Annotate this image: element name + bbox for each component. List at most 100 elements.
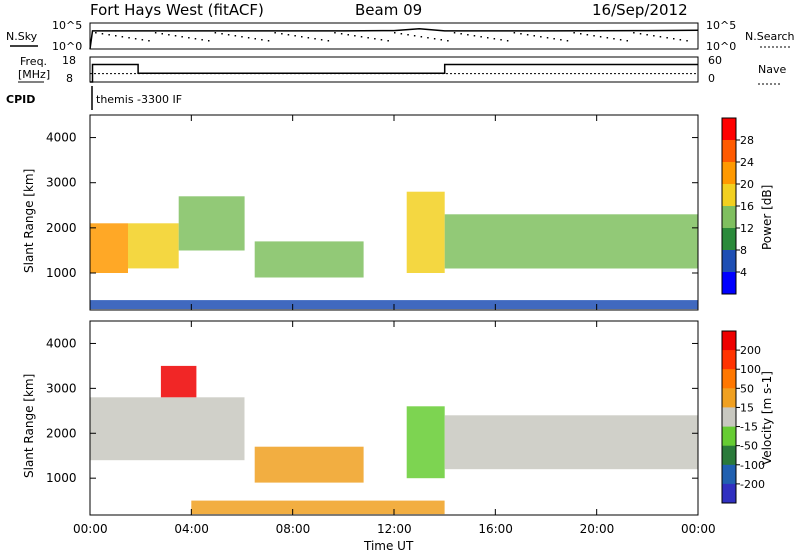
- velocity-colorbar-swatch: [722, 445, 736, 466]
- nsearch-point: [467, 34, 469, 36]
- nsearch-point: [128, 37, 130, 39]
- nsearch-point: [347, 34, 349, 36]
- nsearch-series: [95, 32, 688, 42]
- beam-title: Beam 09: [355, 1, 422, 19]
- nsearch-point: [115, 35, 117, 37]
- nsearch-point: [540, 36, 542, 38]
- nsearch-point: [686, 40, 688, 42]
- freq-tick-bottom: 8: [66, 72, 73, 85]
- nsearch-point: [208, 40, 210, 42]
- nsearch-point: [294, 35, 296, 37]
- power-ylabel: Slant Range [km]: [22, 169, 36, 273]
- xtick-label: 16:00: [478, 522, 513, 536]
- velocity-colorbar-label: Velocity [m s-1]: [760, 371, 774, 465]
- xtick-label: 00:00: [681, 522, 716, 536]
- nsearch-point: [613, 38, 615, 40]
- xtick-label: 04:00: [174, 522, 209, 536]
- nsearch-point: [227, 34, 230, 36]
- nsearch-point: [161, 33, 163, 35]
- nsky-label: N.Sky: [6, 30, 38, 43]
- power-colorbar-tick: 4: [740, 266, 747, 279]
- nsearch-point: [626, 40, 628, 42]
- velocity-colorbar-tick: -15: [740, 421, 758, 434]
- nsearch-point: [214, 32, 217, 34]
- nsearch-point: [108, 34, 110, 36]
- velocity-colorbar-swatch: [722, 331, 736, 351]
- power-colorbar-tick: 20: [740, 178, 754, 191]
- date-title: 16/Sep/2012: [592, 1, 688, 19]
- velocity-colorbar-tick: 100: [740, 363, 761, 376]
- nsearch-point: [493, 38, 496, 40]
- power-ytick-label: 4000: [46, 131, 77, 145]
- power-colorbar-swatch: [722, 228, 736, 251]
- nsearch-point: [447, 40, 449, 42]
- power-colorbar-tick: 16: [740, 200, 754, 213]
- heatmap-band: [178, 196, 245, 251]
- nsearch-point: [566, 40, 569, 42]
- cpid-text: themis -3300 IF: [96, 93, 182, 106]
- power-colorbar-swatch: [722, 250, 736, 273]
- nsearch-point: [141, 39, 144, 41]
- heatmap-band: [160, 365, 197, 398]
- power-heatmap: [90, 191, 698, 310]
- velocity-ytick-label: 1000: [46, 471, 77, 485]
- power-colorbar-tick: 28: [740, 134, 754, 147]
- xtick-label: 12:00: [377, 522, 412, 536]
- freq-label-line1: Freq.: [20, 55, 47, 68]
- xtick-label: 20:00: [580, 522, 615, 536]
- nsearch-point: [427, 37, 429, 39]
- nsearch-point: [400, 33, 403, 35]
- nsky-tick-bottom: 10^0: [52, 40, 82, 53]
- velocity-colorbar-tick: -100: [740, 459, 765, 472]
- heatmap-band: [254, 446, 364, 483]
- freq-panel: [89, 56, 699, 83]
- nsearch-point: [281, 33, 283, 35]
- nsky-series: [89, 27, 699, 50]
- nsearch-point: [221, 33, 223, 35]
- nsearch-point: [95, 32, 97, 34]
- heatmap-band: [406, 191, 445, 273]
- power-yaxis: 1000 2000 3000 4000: [46, 131, 698, 280]
- time-axis: 00:00 04:00 08:00 12:00 16:00 20:00 00:00: [73, 115, 716, 536]
- nave-tick-bottom: 0: [708, 72, 715, 85]
- nsearch-point: [553, 38, 555, 40]
- power-colorbar-swatch: [722, 162, 736, 185]
- velocity-colorbar-swatch: [722, 407, 736, 427]
- velocity-ylabel: Slant Range [km]: [22, 374, 36, 478]
- power-colorbar-swatch: [722, 140, 736, 163]
- nsearch-point: [380, 39, 383, 41]
- cpid-label: CPID: [6, 93, 35, 106]
- nave-tick-top: 60: [708, 54, 722, 67]
- nsearch-point: [168, 34, 170, 36]
- velocity-panel: 1000 2000 3000 4000: [46, 320, 699, 516]
- nsearch-point: [646, 34, 648, 36]
- velocity-colorbar-tick: -200: [740, 478, 765, 491]
- nsearch-point: [247, 37, 250, 39]
- nsearch-point: [679, 39, 682, 41]
- nsearch-point: [440, 39, 442, 41]
- nsearch-point: [639, 33, 642, 35]
- nsearch-point: [619, 39, 622, 41]
- velocity-colorbar-tick: 200: [740, 344, 761, 357]
- nsearch-point: [473, 35, 476, 37]
- nsearch-point: [307, 37, 310, 39]
- heatmap-band: [444, 214, 698, 269]
- nsearch-point: [653, 35, 655, 37]
- nsearch-point: [274, 32, 276, 34]
- velocity-colorbar-swatch: [722, 483, 736, 504]
- nsearch-point: [287, 34, 290, 36]
- nsearch-point: [413, 35, 416, 37]
- power-colorbar-tick: 24: [740, 156, 754, 169]
- heatmap-band: [128, 223, 179, 269]
- velocity-colorbar-tick: -50: [740, 440, 758, 453]
- xtick-label: 08:00: [276, 522, 311, 536]
- nsearch-point: [374, 38, 376, 40]
- nsearch-point: [526, 34, 529, 36]
- nsearch-point: [367, 37, 369, 39]
- velocity-colorbar: 200 100 50 15 -15 -50 -100 -200: [721, 330, 765, 504]
- nsearch-point: [267, 40, 270, 42]
- velocity-colorbar-swatch: [722, 350, 736, 370]
- power-ytick-label: 3000: [46, 176, 77, 190]
- power-colorbar-swatch: [722, 272, 736, 295]
